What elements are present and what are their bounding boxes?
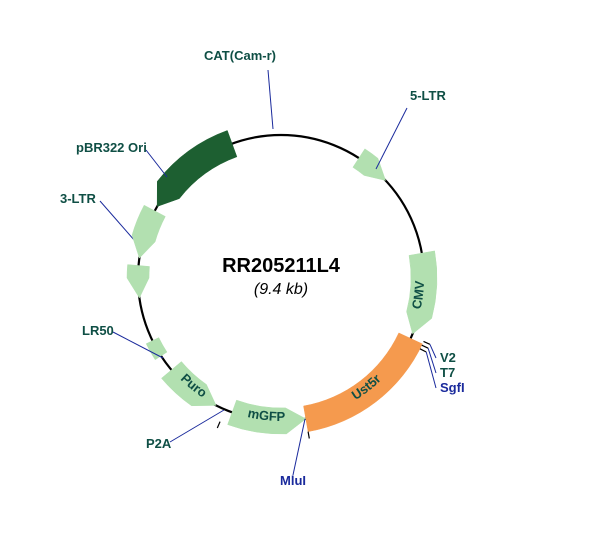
- leader-t7: [428, 348, 436, 373]
- feature-lr50: [146, 338, 167, 360]
- plasmid-size: (9.4 kb): [254, 281, 308, 298]
- leader-ltr5: [376, 108, 407, 169]
- feature-label-cat: CAT(Cam-r): [204, 48, 276, 63]
- plasmid-map: CAT(Cam-r)5-LTRCMVUst5rmGFPPuroLR503-LTR…: [0, 0, 600, 533]
- feature-cat: [157, 130, 237, 206]
- leader-p2a: [170, 410, 224, 442]
- site-label-v2: V2: [440, 350, 456, 365]
- leader-cat: [268, 70, 273, 129]
- site-label-sgfi: SgfI: [440, 380, 465, 395]
- site-tick-sgfi: [420, 349, 426, 352]
- plasmid-name: RR205211L4: [222, 255, 341, 277]
- site-label-mlui: MluI: [280, 473, 306, 488]
- site-tick-t7: [422, 345, 428, 348]
- feature-ltr3: [127, 265, 150, 298]
- site-tick-v2: [424, 341, 430, 344]
- feature-ltr5: [353, 149, 386, 181]
- site-tick-mlui: [308, 432, 309, 439]
- site-label-p2a: P2A: [146, 436, 172, 451]
- feature-label-pbr: pBR322 Ori: [76, 140, 147, 155]
- feature-label-ltr5: 5-LTR: [410, 88, 446, 103]
- feature-pbr: [132, 205, 165, 258]
- site-label-t7: T7: [440, 365, 455, 380]
- site-tick-p2a: [217, 422, 220, 428]
- feature-label-ltr3: 3-LTR: [60, 191, 96, 206]
- feature-label-lr50: LR50: [82, 323, 114, 338]
- leader-pbr: [146, 150, 167, 177]
